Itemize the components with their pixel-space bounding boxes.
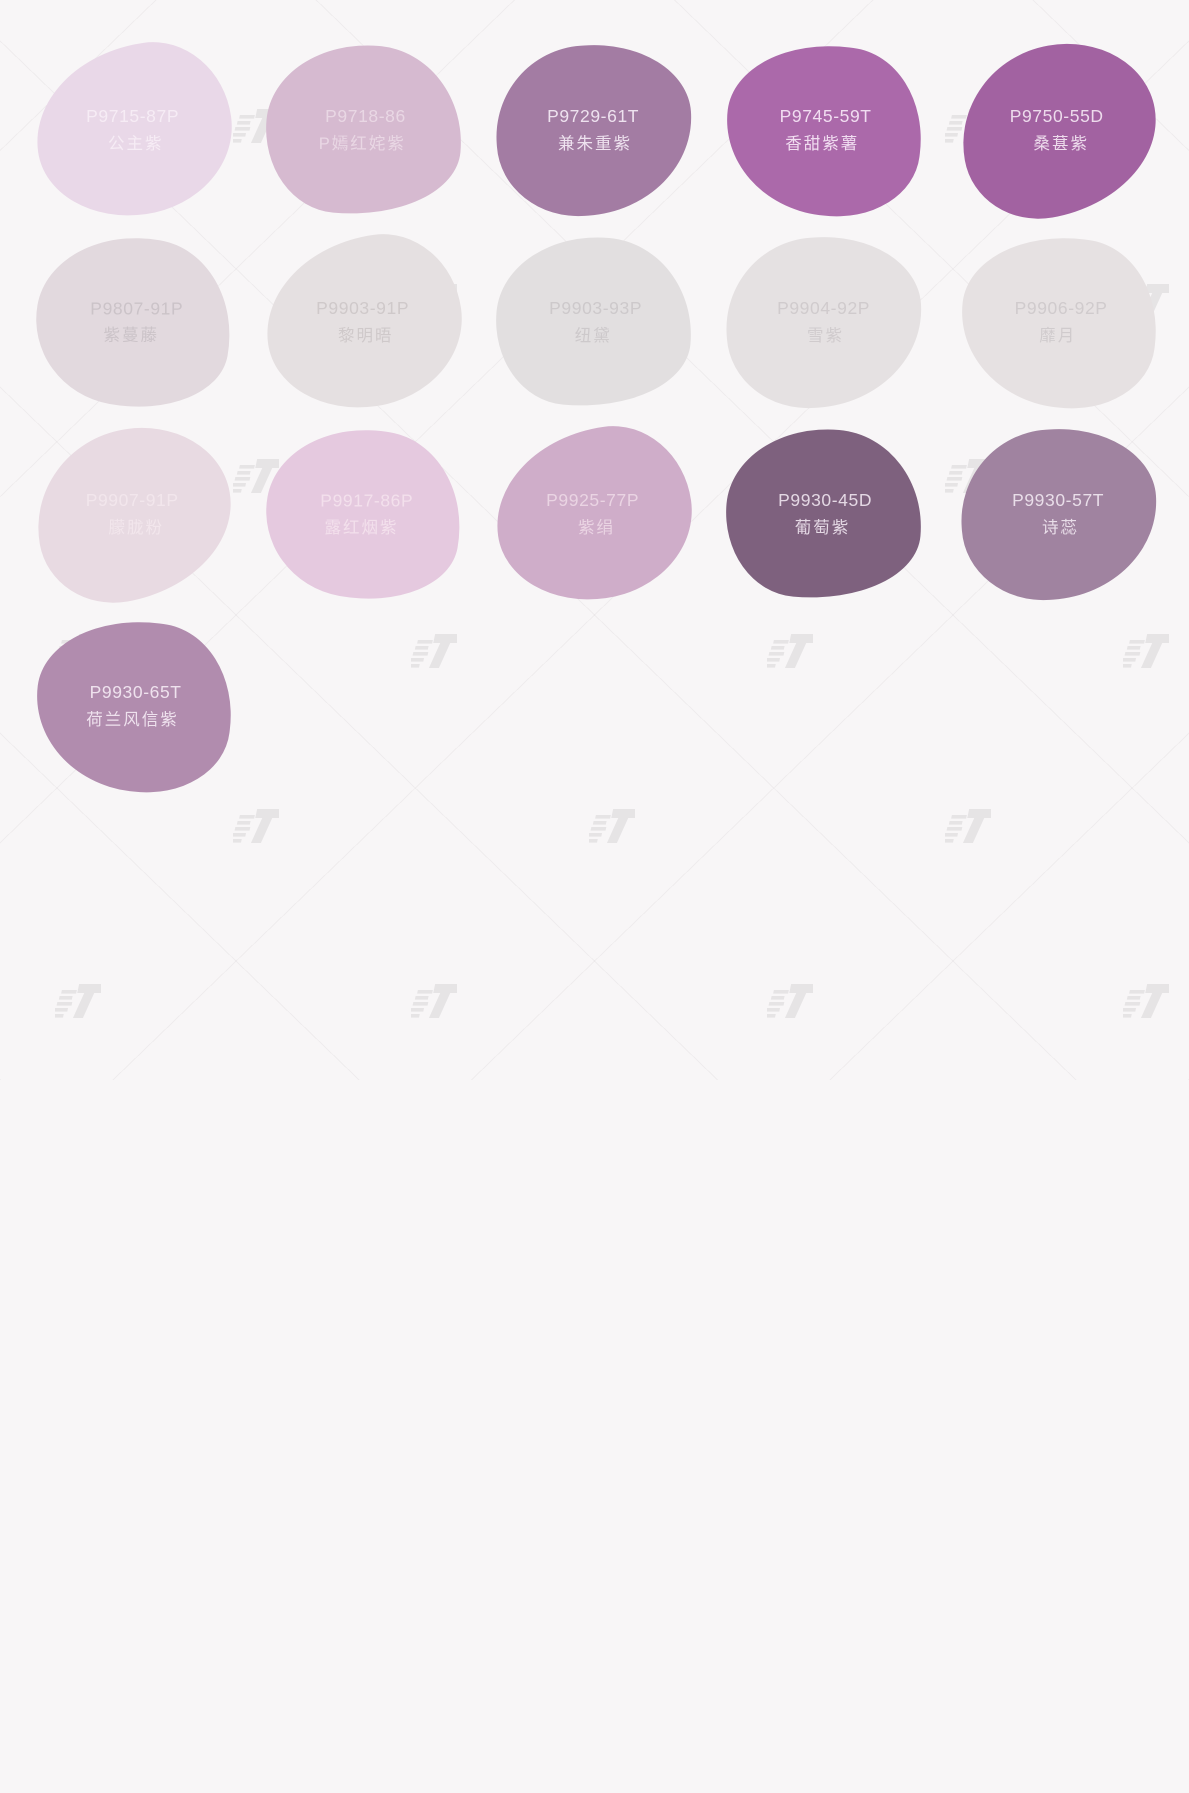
paint-code-label: P9930-57T xyxy=(1012,489,1105,510)
color-swatch-6[interactable]: P9807-91P 紫蔓藤 xyxy=(22,221,246,423)
color-swatch-10[interactable]: P9906-92P 靡月 xyxy=(951,225,1167,419)
color-swatch-3[interactable]: P9729-61T 兼朱重紫 xyxy=(490,38,698,222)
logo-watermark-icon xyxy=(233,809,279,843)
logo-watermark-icon xyxy=(1123,984,1169,1018)
paint-code-label: P9715-87P xyxy=(85,105,179,126)
swatch-grid: P9715-87P 公主紫 P9718-86 P嫣红姹紫 P9729-61T 兼… xyxy=(0,0,1189,803)
paint-name-label: 紫蔓藤 xyxy=(103,326,160,345)
paint-code-label: P9906-92P xyxy=(1014,297,1108,318)
paint-code-label: P9745-59T xyxy=(779,105,872,126)
paint-code-label: P9930-45D xyxy=(778,489,873,510)
paint-code-label: P9903-91P xyxy=(315,297,409,318)
color-swatch-2[interactable]: P9718-86 P嫣红姹紫 xyxy=(258,36,470,224)
paint-name-label: 荷兰风信紫 xyxy=(86,710,179,729)
paint-name-label: 紫绢 xyxy=(577,518,615,537)
logo-watermark-icon xyxy=(411,984,457,1018)
paint-name-label: 桑葚紫 xyxy=(1033,134,1090,153)
logo-watermark-icon xyxy=(945,809,991,843)
paint-name-label: P嫣红姹紫 xyxy=(319,134,407,153)
paint-name-label: 兼朱重紫 xyxy=(557,134,632,153)
paint-code-label: P9729-61T xyxy=(547,105,640,126)
color-swatch-9[interactable]: P9904-92P 雪紫 xyxy=(720,230,928,414)
color-swatch-14[interactable]: P9930-45D 葡萄紫 xyxy=(718,420,930,608)
color-swatch-5[interactable]: P9750-55D 桑葚紫 xyxy=(947,29,1171,231)
paint-name-label: 香甜紫薯 xyxy=(785,134,860,153)
paint-code-label: P9907-91P xyxy=(85,489,179,510)
paint-name-label: 纽黛 xyxy=(574,326,612,345)
paint-code-label: P9718-86 xyxy=(324,105,406,126)
paint-name-label: 公主紫 xyxy=(108,134,164,153)
color-swatch-7[interactable]: P9903-91P 黎明晤 xyxy=(255,224,473,420)
paint-code-label: P9917-86P xyxy=(319,489,413,510)
paint-code-label: P9750-55D xyxy=(1009,105,1104,126)
color-swatch-11[interactable]: P9907-91P 朦胧粉 xyxy=(22,413,246,615)
logo-watermark-icon xyxy=(589,809,635,843)
color-swatch-13[interactable]: P9925-77P 紫绢 xyxy=(485,416,703,612)
color-swatch-8[interactable]: P9903-93P 纽黛 xyxy=(488,228,700,416)
paint-name-label: 葡萄紫 xyxy=(795,518,851,537)
paint-name-label: 诗蕊 xyxy=(1041,518,1079,537)
paint-name-label: 黎明晤 xyxy=(338,326,394,345)
logo-watermark-icon xyxy=(55,984,101,1018)
color-swatch-1[interactable]: P9715-87P 公主紫 xyxy=(25,32,243,228)
color-swatch-12[interactable]: P9917-86P 露红烟紫 xyxy=(252,413,476,615)
paint-code-label: P9930-65T xyxy=(89,681,182,702)
paint-name-label: 雪紫 xyxy=(806,326,844,345)
paint-name-label: 露红烟紫 xyxy=(324,518,399,537)
color-swatch-4[interactable]: P9745-59T 香甜紫薯 xyxy=(716,33,932,227)
logo-watermark-icon xyxy=(767,984,813,1018)
paint-name-label: 靡月 xyxy=(1038,326,1076,345)
paint-code-label: P9925-77P xyxy=(545,489,639,510)
color-swatch-15[interactable]: P9930-57T 诗蕊 xyxy=(955,422,1163,606)
paint-name-label: 朦胧粉 xyxy=(108,518,165,537)
paint-code-label: P9807-91P xyxy=(89,297,183,318)
color-swatch-16[interactable]: P9930-65T 荷兰风信紫 xyxy=(26,609,242,803)
paint-code-label: P9904-92P xyxy=(776,297,870,318)
paint-code-label: P9903-93P xyxy=(548,297,642,318)
